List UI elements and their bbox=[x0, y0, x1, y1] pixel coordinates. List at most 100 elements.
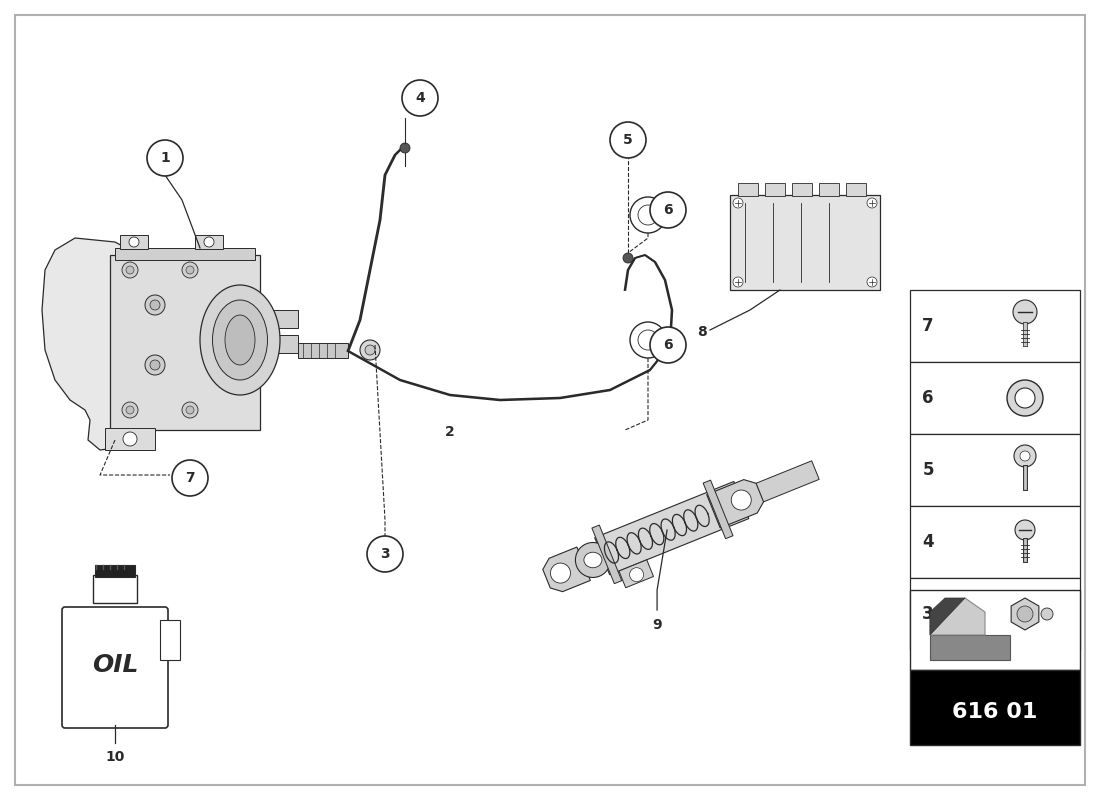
Circle shape bbox=[122, 262, 138, 278]
Bar bbox=[910, 590, 1080, 670]
Circle shape bbox=[172, 460, 208, 496]
Bar bbox=[94, 575, 138, 603]
Polygon shape bbox=[595, 482, 749, 574]
Bar bbox=[104, 428, 155, 450]
Bar bbox=[730, 195, 880, 290]
Text: 4: 4 bbox=[415, 91, 425, 105]
Polygon shape bbox=[703, 480, 733, 538]
Polygon shape bbox=[619, 560, 653, 588]
Circle shape bbox=[145, 355, 165, 375]
Circle shape bbox=[126, 266, 134, 274]
Circle shape bbox=[1041, 608, 1053, 620]
Text: 7: 7 bbox=[922, 317, 934, 335]
Text: 8: 8 bbox=[697, 325, 707, 339]
Circle shape bbox=[1013, 300, 1037, 324]
Circle shape bbox=[360, 340, 379, 360]
Bar bbox=[910, 578, 1080, 650]
Bar bbox=[930, 635, 1010, 660]
Circle shape bbox=[126, 406, 134, 414]
Polygon shape bbox=[542, 547, 591, 592]
Ellipse shape bbox=[226, 315, 255, 365]
Text: 9: 9 bbox=[652, 618, 662, 632]
Bar bbox=[764, 183, 785, 196]
Circle shape bbox=[182, 262, 198, 278]
Circle shape bbox=[733, 277, 742, 287]
Bar bbox=[910, 290, 1080, 362]
Circle shape bbox=[150, 300, 160, 310]
Circle shape bbox=[638, 205, 658, 225]
Bar bbox=[110, 255, 260, 430]
Circle shape bbox=[1015, 388, 1035, 408]
Bar bbox=[846, 183, 866, 196]
Bar bbox=[116, 248, 255, 260]
Polygon shape bbox=[930, 598, 984, 635]
Circle shape bbox=[732, 490, 751, 510]
Text: 6: 6 bbox=[663, 338, 673, 352]
Text: 5: 5 bbox=[922, 461, 934, 479]
Circle shape bbox=[867, 198, 877, 208]
Circle shape bbox=[129, 237, 139, 247]
Circle shape bbox=[145, 295, 165, 315]
Bar bbox=[120, 235, 148, 249]
Circle shape bbox=[650, 192, 686, 228]
Text: 616 01: 616 01 bbox=[953, 702, 1037, 722]
Circle shape bbox=[150, 360, 160, 370]
Circle shape bbox=[122, 402, 138, 418]
Circle shape bbox=[186, 266, 194, 274]
Circle shape bbox=[1014, 445, 1036, 467]
Circle shape bbox=[867, 277, 877, 287]
Polygon shape bbox=[930, 598, 965, 635]
Circle shape bbox=[186, 406, 194, 414]
Bar bbox=[910, 362, 1080, 434]
Text: 10: 10 bbox=[106, 750, 124, 764]
Circle shape bbox=[402, 80, 438, 116]
Text: 4: 4 bbox=[922, 533, 934, 551]
Circle shape bbox=[1015, 520, 1035, 540]
Circle shape bbox=[182, 402, 198, 418]
Circle shape bbox=[650, 327, 686, 363]
Bar bbox=[738, 183, 758, 196]
Bar bbox=[910, 670, 1080, 745]
Bar bbox=[820, 183, 839, 196]
Polygon shape bbox=[160, 620, 180, 660]
Circle shape bbox=[400, 143, 410, 153]
Bar bbox=[95, 565, 135, 577]
Circle shape bbox=[629, 568, 644, 582]
Circle shape bbox=[123, 432, 138, 446]
Circle shape bbox=[365, 345, 375, 355]
FancyBboxPatch shape bbox=[62, 607, 168, 728]
Circle shape bbox=[204, 237, 214, 247]
Bar bbox=[258, 310, 298, 328]
Bar bbox=[910, 506, 1080, 578]
Ellipse shape bbox=[575, 542, 611, 578]
Circle shape bbox=[630, 197, 666, 233]
Polygon shape bbox=[42, 238, 135, 450]
Polygon shape bbox=[737, 461, 820, 510]
Text: 2: 2 bbox=[446, 425, 455, 439]
Text: 6: 6 bbox=[922, 389, 934, 407]
Circle shape bbox=[550, 563, 571, 583]
Circle shape bbox=[623, 253, 632, 263]
Circle shape bbox=[1006, 380, 1043, 416]
Text: 5: 5 bbox=[623, 133, 632, 147]
Polygon shape bbox=[1011, 598, 1038, 630]
Text: 3: 3 bbox=[381, 547, 389, 561]
Circle shape bbox=[630, 322, 666, 358]
Bar bbox=[195, 235, 223, 249]
Bar bbox=[792, 183, 812, 196]
Text: 6: 6 bbox=[663, 203, 673, 217]
Text: OIL: OIL bbox=[91, 653, 139, 677]
Circle shape bbox=[638, 330, 658, 350]
Text: 3: 3 bbox=[922, 605, 934, 623]
Ellipse shape bbox=[212, 300, 267, 380]
Circle shape bbox=[610, 122, 646, 158]
Text: 7: 7 bbox=[185, 471, 195, 485]
Circle shape bbox=[367, 536, 403, 572]
Bar bbox=[298, 343, 348, 358]
Polygon shape bbox=[592, 525, 622, 584]
Circle shape bbox=[733, 198, 742, 208]
Polygon shape bbox=[706, 480, 763, 528]
Bar bbox=[910, 434, 1080, 506]
Ellipse shape bbox=[200, 285, 280, 395]
Circle shape bbox=[1018, 606, 1033, 622]
